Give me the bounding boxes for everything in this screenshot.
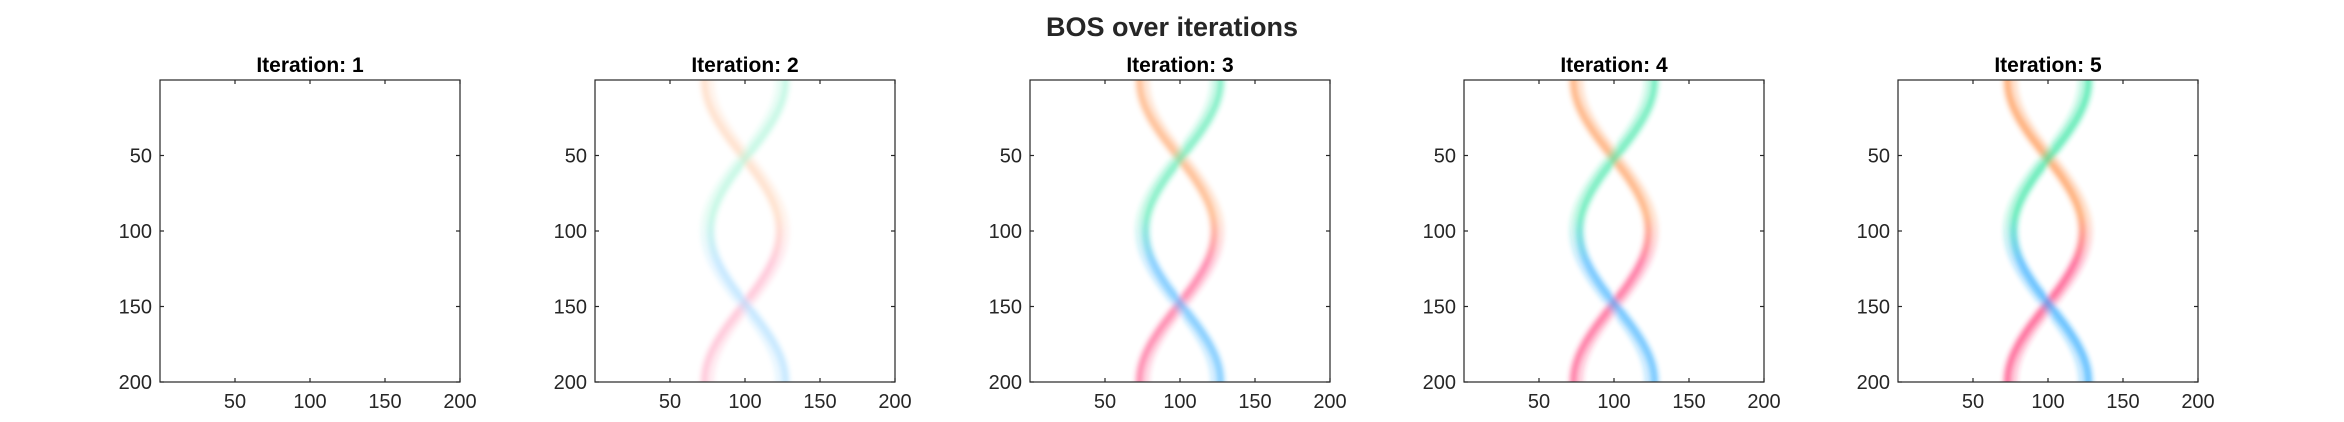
strand-right-edge: [1570, 80, 1649, 382]
strand-right-edge: [2004, 80, 2083, 382]
strand-left-edge: [710, 80, 789, 382]
x-tick-label: 50: [659, 391, 681, 413]
strand-left: [1569, 80, 1653, 382]
x-tick-label: 150: [1238, 391, 1271, 413]
helix-intensity: [1135, 80, 1225, 382]
strand-right-edge: [1136, 80, 1215, 382]
x-tick-label: 200: [1747, 391, 1780, 413]
subplot-title: Iteration: 4: [1560, 54, 1668, 77]
y-tick-label: 200: [554, 372, 587, 394]
y-tick-label: 200: [1423, 372, 1456, 394]
x-tick-label: 200: [443, 391, 476, 413]
y-tick-label: 100: [1857, 221, 1890, 243]
y-tick-label: 200: [1857, 372, 1890, 394]
strand-left-edge: [1145, 80, 1224, 382]
strand-left: [2003, 80, 2087, 382]
x-tick-label: 150: [1672, 391, 1705, 413]
y-tick-label: 200: [989, 372, 1022, 394]
subplot-title: Iteration: 2: [691, 54, 798, 77]
y-tick-label: 50: [1434, 146, 1456, 168]
x-tick-label: 200: [878, 391, 911, 413]
y-tick-label: 100: [119, 221, 152, 243]
y-tick-label: 50: [130, 146, 152, 168]
y-tick-label: 100: [554, 221, 587, 243]
x-tick-label: 100: [1597, 391, 1630, 413]
x-tick-label: 100: [1163, 391, 1196, 413]
image-area: [1898, 80, 2198, 382]
x-tick-label: 150: [803, 391, 836, 413]
strand-left: [700, 80, 784, 382]
y-tick-label: 150: [989, 297, 1022, 319]
y-tick-label: 200: [119, 372, 152, 394]
subplot-1: Iteration: 1 50 100 150 200 50 100 150 200: [119, 54, 477, 413]
y-tick-label: 50: [565, 146, 587, 168]
y-tick-label: 150: [1857, 297, 1890, 319]
subplot-2: Iteration: 2 50 100 150 200 50 100 150 200: [554, 54, 912, 413]
y-tick-label: 100: [989, 221, 1022, 243]
y-tick-label: 150: [119, 297, 152, 319]
subplot-title: Iteration: 5: [1994, 54, 2102, 77]
strand-right: [1575, 80, 1659, 382]
x-tick-label: 100: [293, 391, 326, 413]
y-tick-label: 50: [1868, 146, 1890, 168]
subplot-grid: Iteration: 150 100 150 20050100150200Iterat…: [119, 54, 2215, 413]
subplot-title: Iteration: 1: [256, 54, 364, 77]
x-tick-label: 100: [2031, 391, 2064, 413]
strand-left-edge: [2013, 80, 2092, 382]
strand-right: [1141, 80, 1225, 382]
x-tick-label: 50: [1528, 391, 1550, 413]
image-area: [595, 80, 895, 382]
subplot-5: Iteration: 5 50 100 150 200 50 100 150 200: [1857, 54, 2215, 413]
x-tick-label: 100: [728, 391, 761, 413]
strand-right: [706, 80, 790, 382]
y-tick-label: 100: [1423, 221, 1456, 243]
helix-intensity: [2003, 80, 2093, 382]
x-tick-label: 50: [224, 391, 246, 413]
x-tick-label: 50: [1094, 391, 1116, 413]
subplot-title: Iteration: 3: [1126, 54, 1233, 77]
strand-right: [2009, 80, 2093, 382]
helix-intensity: [1569, 80, 1659, 382]
x-tick-label: 150: [2106, 391, 2139, 413]
x-tick-label: 150: [368, 391, 401, 413]
image-area: [1030, 80, 1330, 382]
figure-title: BOS over iterations: [1046, 12, 1298, 42]
strand-left: [1135, 80, 1219, 382]
y-tick-label: 150: [554, 297, 587, 319]
subplot-4: Iteration: 4 50 100 150 200 50 100 150 200: [1423, 54, 1781, 413]
strand-left-edge: [1579, 80, 1658, 382]
helix-intensity: [700, 80, 790, 382]
y-tick-label: 150: [1423, 297, 1456, 319]
x-tick-label: 200: [1313, 391, 1346, 413]
y-tick-label: 50: [1000, 146, 1022, 168]
x-tick-label: 50: [1962, 391, 1984, 413]
x-tick-label: 200: [2181, 391, 2214, 413]
image-area: [160, 80, 460, 382]
subplot-3: Iteration: 3 50 100 150 200 50 100 150 200: [989, 54, 1347, 413]
strand-right-edge: [701, 80, 780, 382]
image-area: [1464, 80, 1764, 382]
